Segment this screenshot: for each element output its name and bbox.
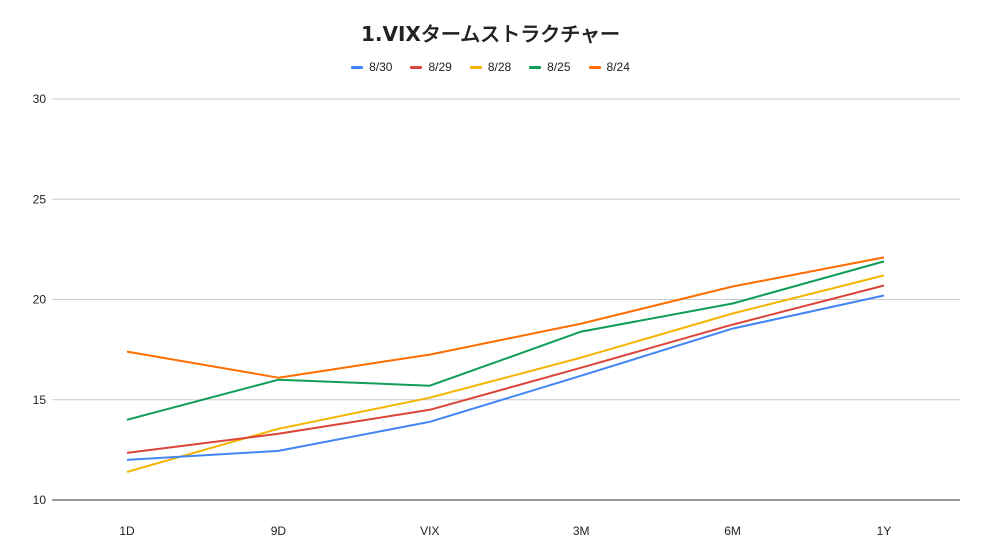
chart-title: 1.VIXタームストラクチャー	[360, 22, 621, 46]
legend-swatch	[351, 65, 364, 69]
series-line-8-25	[126, 260, 885, 421]
x-tick-label: 3M	[573, 524, 590, 538]
legend-swatch	[469, 65, 482, 69]
y-tick-label: 30	[33, 92, 47, 106]
legend-item[interactable]: 8/28	[469, 60, 512, 74]
y-tick-label: 20	[33, 293, 47, 307]
x-tick-label: VIX	[420, 524, 439, 538]
x-tick-label: 1D	[119, 524, 135, 538]
legend-item[interactable]: 8/24	[588, 60, 630, 74]
y-tick-label: 15	[33, 393, 47, 407]
legend-swatch	[588, 65, 601, 69]
series-line-8-28	[126, 274, 885, 473]
x-tick-label: 9D	[271, 524, 287, 538]
legend-item[interactable]: 8/30	[351, 60, 392, 74]
legend-item[interactable]: 8/25	[529, 60, 571, 74]
legend-swatch	[410, 65, 423, 69]
legend-label: 8/25	[547, 60, 571, 74]
legend: 8/30 8/29 8/28 8/25 8/24	[0, 60, 981, 74]
series-line-8-30	[126, 294, 885, 461]
legend-label: 8/28	[487, 60, 512, 74]
x-tick-label: 1Y	[877, 524, 892, 538]
series-line-8-29	[126, 284, 885, 454]
legend-label: 8/29	[428, 60, 452, 74]
series-line-8-24	[126, 256, 885, 379]
legend-item[interactable]: 8/29	[410, 60, 452, 74]
legend-label: 8/30	[369, 60, 393, 74]
x-tick-label: 6M	[724, 524, 741, 538]
y-tick-label: 25	[33, 192, 47, 206]
y-tick-label: 10	[33, 493, 47, 507]
legend-swatch	[529, 65, 542, 69]
legend-label: 8/24	[606, 60, 630, 74]
